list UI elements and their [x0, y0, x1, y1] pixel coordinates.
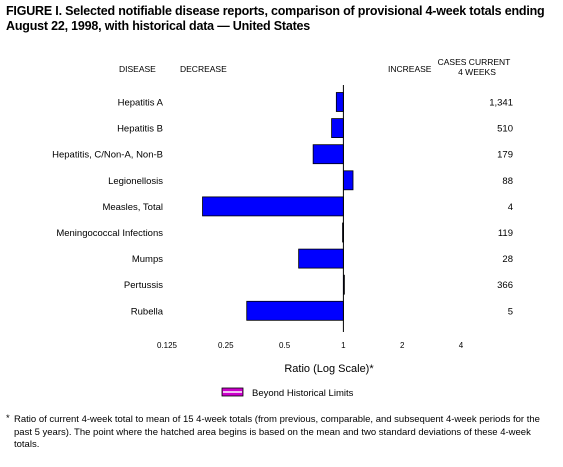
category-label-measles-total: Measles, Total [102, 202, 163, 213]
category-label-mumps: Mumps [132, 254, 163, 265]
bar-hepatitis-c-non-a-non-b [312, 144, 344, 165]
figure-title: FIGURE I. Selected notifiable disease re… [6, 4, 545, 33]
header-cases-line1: CASES CURRENT [438, 57, 511, 67]
x-axis-label: Ratio (Log Scale)* [284, 363, 374, 375]
bar-hepatitis-a [335, 92, 344, 112]
bar-rubella [246, 300, 344, 321]
cases-value-pertussis: 366 [497, 280, 513, 291]
legend-label: Beyond Historical Limits [252, 388, 354, 399]
header-increase: INCREASE [388, 64, 432, 74]
category-label-legionellosis: Legionellosis [108, 176, 163, 187]
x-tick-label-0-25: 0.25 [218, 341, 234, 350]
bar-legionellosis [342, 170, 354, 191]
x-tick-label-0-5: 0.5 [279, 341, 291, 350]
footnote-mark: * [6, 413, 10, 424]
header-decrease: DECREASE [180, 64, 227, 74]
footnote: * Ratio of current 4-week total to mean … [6, 413, 558, 452]
cases-value-rubella: 5 [508, 306, 513, 317]
category-label-meningococcal-infections: Meningococcal Infections [56, 228, 163, 239]
cases-value-hepatitis-c-non-a-non-b: 179 [497, 150, 513, 161]
bar-mumps [298, 248, 344, 269]
x-tick-label-2: 2 [400, 341, 405, 350]
footnote-text: Ratio of current 4-week total to mean of… [14, 414, 540, 450]
bars-layer: Hepatitis A 1,341 Hepatitis B 510 Hepatitis,… [52, 85, 513, 332]
ticks-layer: 0.125 0.25 0.5 1 2 4 [157, 341, 464, 350]
header-disease: DISEASE [119, 64, 156, 74]
bar-hepatitis-b [331, 118, 344, 138]
cases-value-hepatitis-a: 1,341 [489, 98, 513, 109]
cases-value-legionellosis: 88 [502, 176, 513, 187]
cases-value-meningococcal-infections: 119 [498, 228, 513, 239]
x-tick-label-0-125: 0.125 [157, 341, 178, 350]
header-cases-line2: 4 WEEKS [458, 67, 496, 77]
x-tick-label-4: 4 [459, 341, 464, 350]
cases-value-hepatitis-b: 510 [497, 124, 513, 135]
category-label-rubella: Rubella [131, 306, 164, 317]
bar-measles-total [202, 196, 344, 217]
cases-value-mumps: 28 [502, 254, 513, 265]
cases-value-measles-total: 4 [508, 202, 513, 213]
category-label-hepatitis-b: Hepatitis B [117, 124, 163, 135]
category-label-pertussis: Pertussis [124, 280, 163, 291]
category-label-hepatitis-c-non-a-non-b: Hepatitis, C/Non-A, Non-B [52, 150, 163, 161]
category-label-hepatitis-a: Hepatitis A [118, 98, 164, 109]
x-tick-label-1: 1 [341, 341, 346, 350]
